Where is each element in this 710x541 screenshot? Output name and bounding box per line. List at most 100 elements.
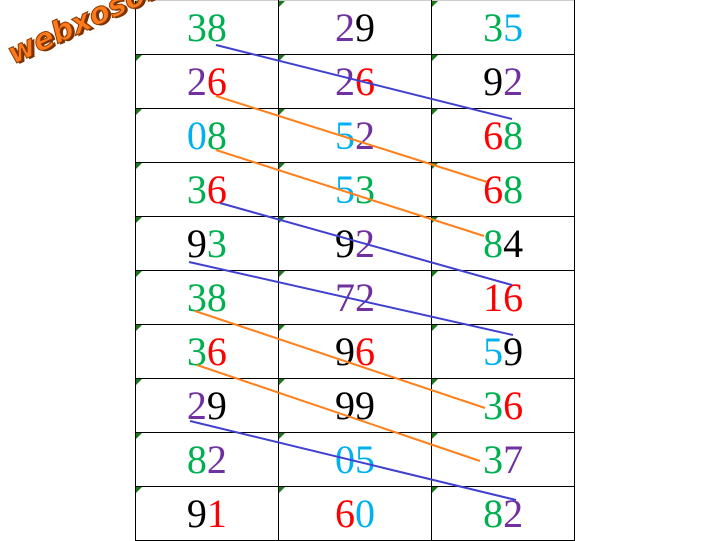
- digit: 9: [503, 329, 524, 374]
- table-row: 29 99 36: [135, 378, 575, 433]
- digit: 6: [206, 167, 227, 212]
- number-cell: 29: [135, 378, 279, 433]
- number-cell: 92: [431, 54, 575, 109]
- digit: 5: [354, 437, 375, 482]
- table-row: 82 05 37: [135, 432, 575, 487]
- digit: 5: [334, 167, 355, 212]
- digit: 3: [483, 5, 504, 50]
- digit: 6: [354, 59, 375, 104]
- number-cell: 37: [431, 432, 575, 487]
- digit: 8: [503, 167, 524, 212]
- number-cell: 84: [431, 216, 575, 271]
- digit: 0: [334, 437, 355, 482]
- number-cell: 68: [431, 108, 575, 163]
- number-cell: 82: [431, 486, 575, 541]
- digit: 9: [186, 221, 207, 266]
- digit: 2: [354, 221, 375, 266]
- number-cell: 36: [135, 162, 279, 217]
- table-row: 36 96 59: [135, 324, 575, 379]
- digit: 6: [354, 329, 375, 374]
- table-row: 36 53 68: [135, 162, 575, 217]
- number-cell: 52: [277, 108, 433, 163]
- number-cell: 72: [277, 270, 433, 325]
- table-row: 38 72 16: [135, 270, 575, 325]
- digit: 3: [186, 5, 207, 50]
- digit: 8: [206, 275, 227, 320]
- digit: 3: [206, 221, 227, 266]
- digit: 6: [206, 329, 227, 374]
- digit: 1: [483, 275, 504, 320]
- digit: 6: [483, 113, 504, 158]
- number-cell: 53: [277, 162, 433, 217]
- digit: 9: [354, 383, 375, 428]
- number-cell: 26: [135, 54, 279, 109]
- digit: 2: [334, 5, 355, 50]
- number-cell: 92: [277, 216, 433, 271]
- digit: 8: [206, 5, 227, 50]
- digit: 9: [186, 491, 207, 536]
- digit: 6: [206, 59, 227, 104]
- number-cell: 38: [135, 0, 279, 55]
- digit: 6: [503, 275, 524, 320]
- number-cell: 38: [135, 270, 279, 325]
- digit: 7: [503, 437, 524, 482]
- number-cell: 99: [277, 378, 433, 433]
- digit: 5: [483, 329, 504, 374]
- digit: 8: [483, 221, 504, 266]
- number-cell: 16: [431, 270, 575, 325]
- table-row: 91 60 82: [135, 486, 575, 541]
- digit: 2: [503, 491, 524, 536]
- digit: 9: [483, 59, 504, 104]
- number-cell: 68: [431, 162, 575, 217]
- table-row: 08 52 68: [135, 108, 575, 163]
- digit: 9: [354, 5, 375, 50]
- digit: 8: [206, 113, 227, 158]
- digit: 8: [503, 113, 524, 158]
- digit: 5: [503, 5, 524, 50]
- number-cell: 26: [277, 54, 433, 109]
- number-cell: 05: [277, 432, 433, 487]
- number-cell: 08: [135, 108, 279, 163]
- digit: 3: [186, 167, 207, 212]
- number-cell: 36: [135, 324, 279, 379]
- digit: 0: [354, 491, 375, 536]
- digit: 3: [483, 383, 504, 428]
- digit: 2: [186, 59, 207, 104]
- digit: 2: [186, 383, 207, 428]
- digit: 8: [186, 437, 207, 482]
- number-cell: 29: [277, 0, 433, 55]
- digit: 2: [334, 59, 355, 104]
- digit: 3: [483, 437, 504, 482]
- number-cell: 36: [431, 378, 575, 433]
- number-cell: 82: [135, 432, 279, 487]
- table-row: 93 92 84: [135, 216, 575, 271]
- digit: 7: [334, 275, 355, 320]
- number-cell: 59: [431, 324, 575, 379]
- digit: 2: [206, 437, 227, 482]
- number-cell: 96: [277, 324, 433, 379]
- digit: 1: [206, 491, 227, 536]
- digit: 9: [334, 221, 355, 266]
- digit: 2: [354, 275, 375, 320]
- digit: 8: [483, 491, 504, 536]
- number-table: 38 29 35 26 26 92 08 52 68 36 53 68 93 92 84 38 72 16 36 96…: [135, 0, 575, 541]
- digit: 6: [483, 167, 504, 212]
- number-cell: 35: [431, 0, 575, 55]
- digit: 3: [186, 329, 207, 374]
- digit: 3: [186, 275, 207, 320]
- digit: 0: [186, 113, 207, 158]
- table-row: 38 29 35: [135, 0, 575, 55]
- digit: 3: [354, 167, 375, 212]
- digit: 4: [503, 221, 524, 266]
- number-cell: 60: [277, 486, 433, 541]
- table-row: 26 26 92: [135, 54, 575, 109]
- digit: 2: [354, 113, 375, 158]
- digit: 6: [334, 491, 355, 536]
- digit: 6: [503, 383, 524, 428]
- digit: 9: [206, 383, 227, 428]
- digit: 9: [334, 329, 355, 374]
- digit: 5: [334, 113, 355, 158]
- number-cell: 93: [135, 216, 279, 271]
- digit: 2: [503, 59, 524, 104]
- digit: 9: [334, 383, 355, 428]
